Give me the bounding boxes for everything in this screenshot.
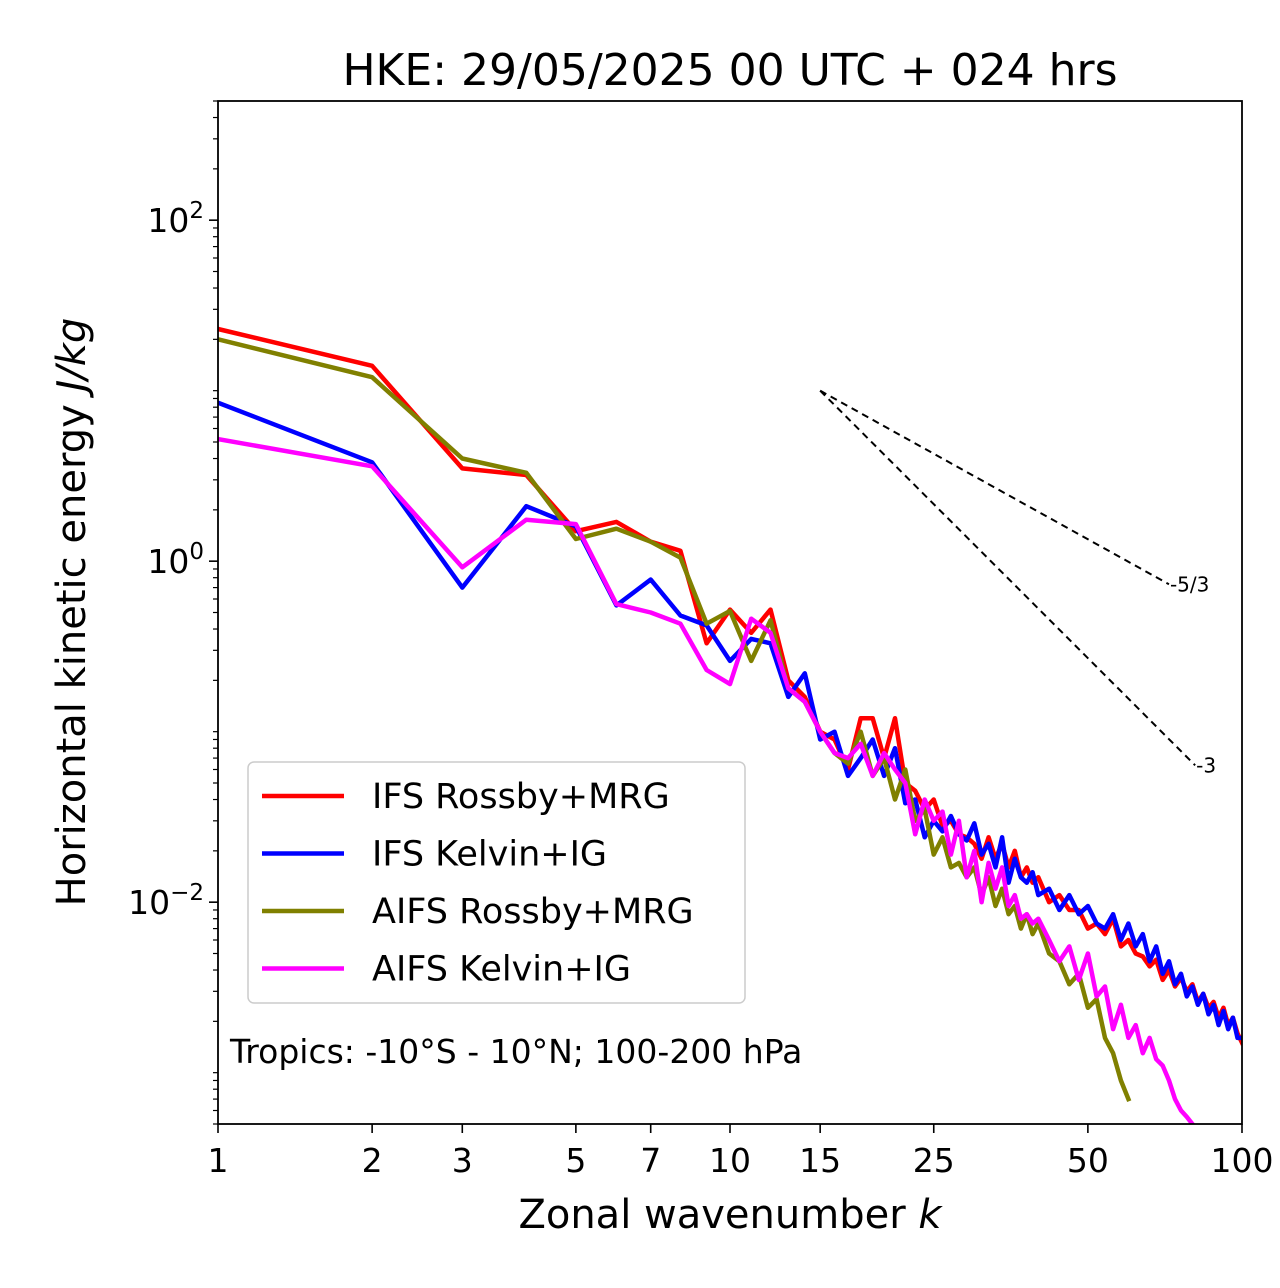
y-axis-label: Horizontal kinetic energy J/kg (49, 318, 95, 907)
y-tick-label: 102 (147, 198, 204, 240)
x-tick-label: 15 (799, 1141, 841, 1180)
x-tick-label: 50 (1067, 1141, 1109, 1180)
region-annotation: Tropics: -10°S - 10°N; 100-200 hPa (229, 1032, 802, 1071)
series-lines (218, 326, 1242, 1124)
y-tick-label: 100 (147, 539, 204, 581)
x-axis-label: Zonal wavenumber k (518, 1192, 943, 1238)
reference-line (819, 389, 1170, 586)
y-axis-ticks: 10−2 100 102 (128, 198, 218, 922)
x-tick-label: 3 (452, 1141, 473, 1180)
legend-label: AIFS Rossby+MRG (372, 892, 694, 932)
legend-label: IFS Kelvin+IG (372, 835, 607, 875)
reference-slope-labels: -5/3 -3 (1170, 572, 1216, 777)
x-tick-label: 2 (362, 1141, 383, 1180)
x-axis-ticks: 1 2 3 5 7 10 15 25 50 100 (208, 1124, 1274, 1180)
x-tick-label: 100 (1211, 1141, 1274, 1180)
x-tick-label: 5 (565, 1141, 586, 1180)
x-tick-label: 10 (709, 1141, 751, 1180)
series-line (218, 436, 1196, 1124)
series-line (218, 400, 1242, 1041)
reference-line (819, 389, 1196, 767)
y-tick-label: 10−2 (128, 880, 204, 922)
legend: IFS Rossby+MRG IFS Kelvin+IG AIFS Rossby+M… (247, 761, 746, 1004)
x-tick-label: 1 (208, 1141, 229, 1180)
legend-label: AIFS Kelvin+IG (372, 950, 631, 990)
legend-label: IFS Rossby+MRG (372, 777, 670, 817)
chart-title: HKE: 29/05/2025 00 UTC + 024 hrs (342, 45, 1117, 96)
legend-box (247, 761, 746, 1004)
reference-line-label: -5/3 (1170, 572, 1209, 596)
reference-slope-lines (819, 389, 1196, 767)
x-tick-label: 7 (640, 1141, 661, 1180)
reference-line-label: -3 (1196, 753, 1216, 777)
x-tick-label: 25 (913, 1141, 955, 1180)
minor-ticks (213, 100, 218, 1125)
